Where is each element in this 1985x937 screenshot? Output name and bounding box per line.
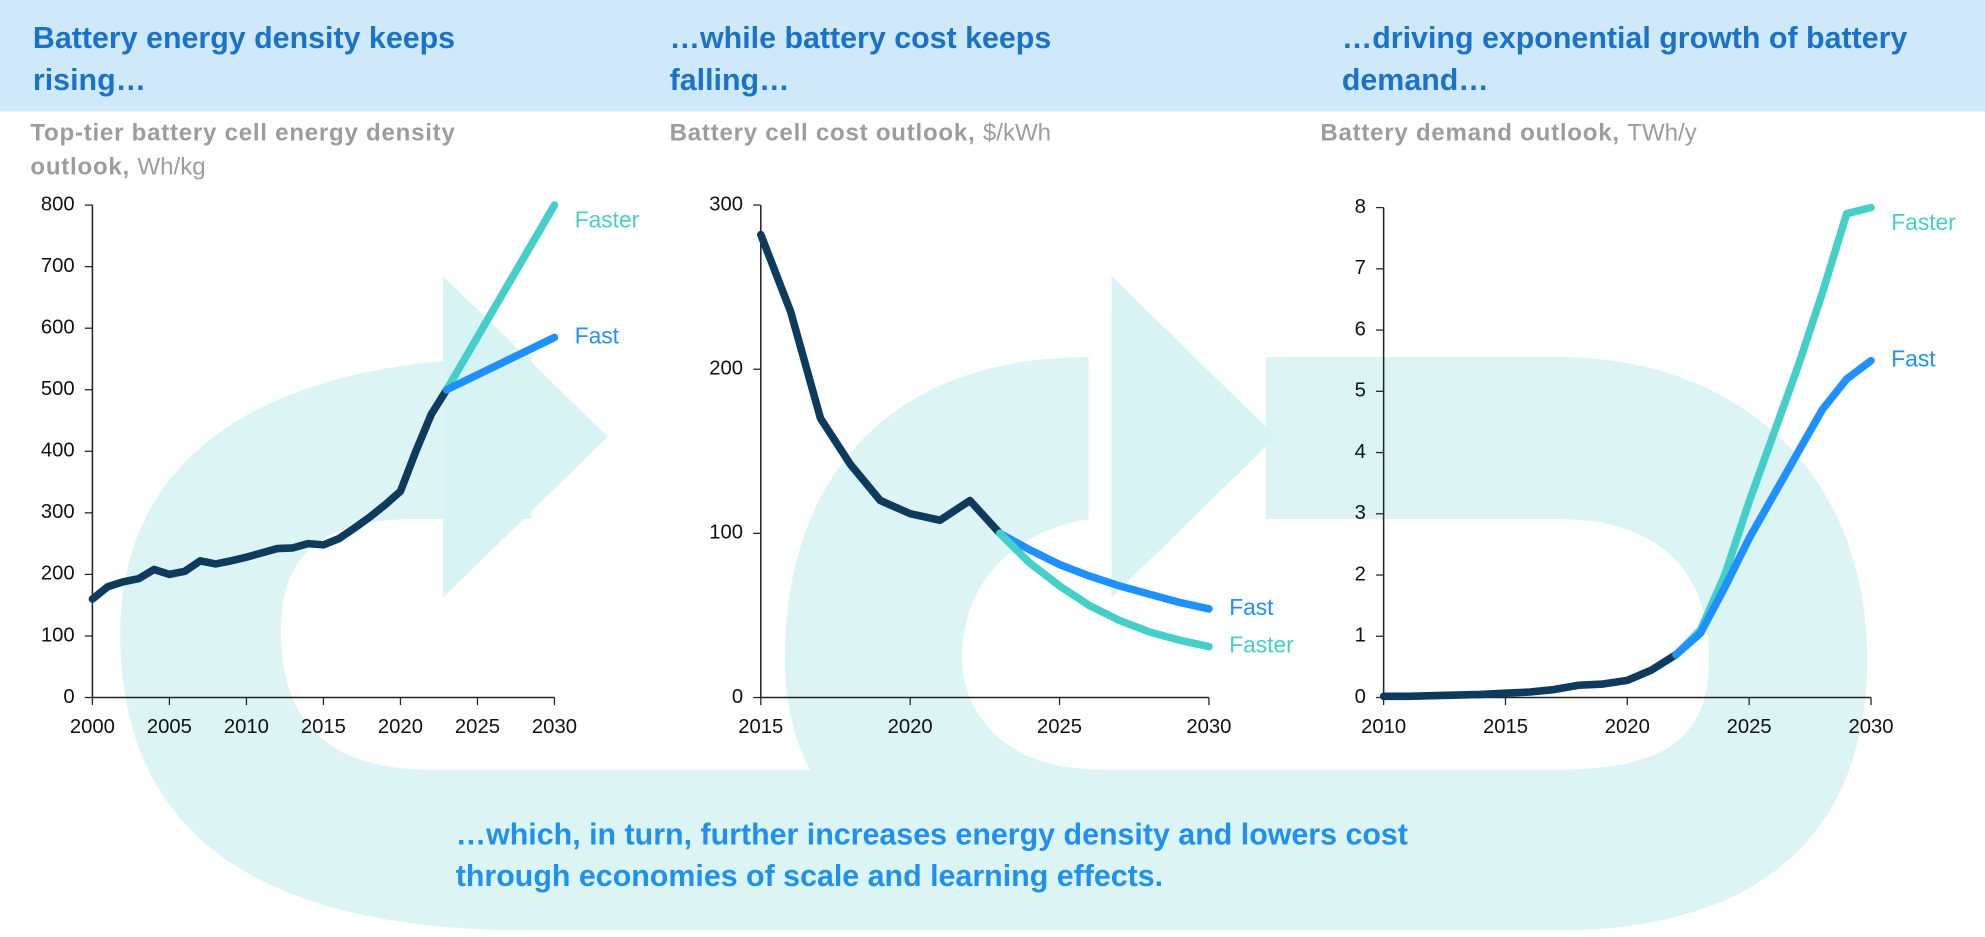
y-tick-label: 1 <box>1355 625 1366 647</box>
y-tick-label: 300 <box>41 501 75 523</box>
x-tick-label: 2005 <box>147 716 192 738</box>
y-tick-label: 0 <box>63 686 74 708</box>
x-tick-label: 2030 <box>532 716 577 738</box>
x-tick-label: 2000 <box>70 716 115 738</box>
x-tick-label: 2020 <box>888 716 933 738</box>
unit-text: Wh/kg <box>137 154 205 181</box>
y-tick-label: 200 <box>41 563 75 585</box>
y-tick-label: 8 <box>1355 196 1366 218</box>
series-line <box>1384 655 1676 697</box>
chart-subtitle: Battery demand outlook, TWh/y <box>1320 116 1725 150</box>
y-tick-label: 100 <box>41 624 75 646</box>
chart-title: …while battery cost keeps falling… <box>670 18 1138 102</box>
unit-text: TWh/y <box>1627 120 1696 147</box>
series-label: Faster <box>1891 209 1956 235</box>
y-tick-label: 0 <box>1355 686 1366 708</box>
x-tick-label: 2030 <box>1848 716 1893 738</box>
x-tick-label: 2010 <box>1361 716 1406 738</box>
x-tick-label: 2030 <box>1186 716 1231 738</box>
subtitle-text: Battery cell cost outlook, <box>670 120 976 147</box>
x-tick-label: 2010 <box>224 716 269 738</box>
series-label: Fast <box>1891 346 1936 372</box>
series-label: Fast <box>575 322 620 348</box>
footer-text: …which, in turn, further increases energ… <box>456 814 1519 898</box>
series-label: Faster <box>1229 632 1294 658</box>
y-tick-label: 800 <box>41 193 75 215</box>
x-tick-label: 2015 <box>1483 716 1528 738</box>
y-tick-label: 100 <box>709 522 743 544</box>
y-tick-label: 7 <box>1355 257 1366 279</box>
x-tick-label: 2020 <box>1605 716 1650 738</box>
chart-subtitle: Top-tier battery cell energy density out… <box>30 116 460 184</box>
y-tick-label: 600 <box>41 317 75 339</box>
y-tick-label: 200 <box>709 358 743 380</box>
y-tick-label: 700 <box>41 255 75 277</box>
y-tick-label: 500 <box>41 378 75 400</box>
unit-text: $/kWh <box>983 120 1051 147</box>
x-tick-label: 2015 <box>301 716 346 738</box>
y-tick-label: 6 <box>1355 318 1366 340</box>
x-tick-label: 2015 <box>738 716 783 738</box>
infographic: 0100200300400500600700800200020052010201… <box>0 0 1985 937</box>
subtitle-text: Battery demand outlook, <box>1320 120 1619 147</box>
x-tick-label: 2020 <box>378 716 423 738</box>
y-tick-label: 2 <box>1355 563 1366 585</box>
x-tick-label: 2025 <box>1037 716 1082 738</box>
y-tick-label: 300 <box>709 193 743 215</box>
y-tick-label: 5 <box>1355 380 1366 402</box>
x-tick-label: 2025 <box>1727 716 1772 738</box>
series-label: Faster <box>575 207 640 233</box>
subtitle-text: Top-tier battery cell energy density out… <box>30 120 455 181</box>
y-tick-label: 400 <box>41 440 75 462</box>
y-tick-label: 4 <box>1355 441 1366 463</box>
series-line <box>1000 533 1209 609</box>
y-tick-label: 0 <box>732 686 743 708</box>
chart-subtitle: Battery cell cost outlook, $/kWh <box>670 116 1075 150</box>
series-label: Fast <box>1229 594 1274 620</box>
x-tick-label: 2025 <box>455 716 500 738</box>
chart-title: Battery energy density keeps rising… <box>33 18 565 102</box>
y-tick-label: 3 <box>1355 502 1366 524</box>
chart-title: …driving exponential growth of battery d… <box>1342 18 1912 102</box>
